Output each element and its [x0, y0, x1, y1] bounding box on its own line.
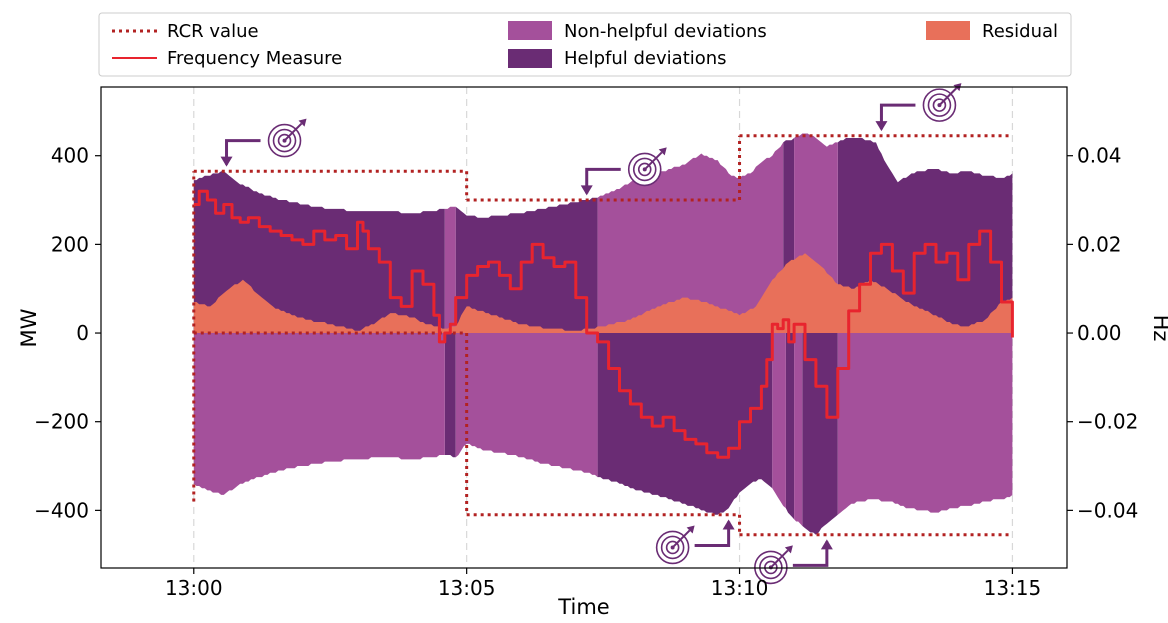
target-dart-fletch — [686, 525, 695, 534]
non-helpful-area-lower-0 — [193, 333, 445, 495]
residual-area-fill — [193, 253, 1013, 333]
y-left-tick-label: 200 — [51, 232, 89, 256]
target-dart — [283, 122, 303, 142]
y-right-tick-label: 0.00 — [1077, 321, 1122, 345]
x-tick-label: 13:10 — [711, 576, 769, 600]
x-tick-label: 13:05 — [438, 576, 496, 600]
rcr-lines — [192, 134, 1013, 537]
legend-label-residual: Residual — [982, 21, 1058, 42]
y-axis-right: 0.04 0.02 0.00 −0.02 −0.04 — [1067, 144, 1138, 522]
target-icon — [655, 525, 695, 565]
y-left-tick-label: 400 — [51, 144, 89, 168]
target-dart-fletch — [298, 118, 307, 127]
non-helpful-area-lower-1 — [455, 333, 598, 478]
plot-frame — [100, 86, 1068, 569]
helpful-area-lower-0 — [444, 333, 456, 458]
y-right-tick-label: 0.02 — [1077, 232, 1122, 256]
frequency-measure-line — [193, 189, 1014, 459]
y-axis-right-label: Hz — [1149, 315, 1168, 342]
deviation-areas — [193, 133, 1013, 535]
legend-label-rcr: RCR value — [167, 21, 259, 42]
legend-box — [98, 12, 1072, 77]
target-dart-fletch — [784, 545, 793, 554]
legend-swatch-residual — [926, 21, 970, 40]
helpful-area-upper-3 — [837, 138, 1013, 333]
legend-swatch-non-helpful — [508, 21, 552, 40]
legend: RCR value Frequency Measure Non-helpful … — [98, 12, 1072, 77]
x-axis: 13:00 13:05 13:10 13:15 — [165, 568, 1041, 600]
target-icon — [922, 83, 962, 122]
annotation-arrowhead — [580, 185, 593, 196]
non-helpful-area-lower-4 — [837, 333, 1013, 515]
target-annotation-1 — [580, 147, 667, 196]
target-dart-fletch — [658, 147, 667, 156]
non-helpful-area-upper-1 — [597, 142, 784, 333]
target-dart — [770, 549, 789, 569]
x-tick-label: 13:15 — [984, 576, 1042, 600]
y-right-tick-label: −0.02 — [1077, 410, 1138, 434]
x-tick-label: 13:00 — [165, 576, 223, 600]
y-left-tick-label: −200 — [34, 410, 89, 434]
y-axis-left-label: MW — [17, 308, 41, 347]
annotation-arrowhead — [820, 539, 833, 550]
helpful-area-lower-2 — [785, 333, 795, 520]
legend-label-helpful: Helpful deviations — [564, 48, 727, 69]
non-helpful-area-lower-3 — [794, 333, 803, 526]
helpful-area-lower-3 — [802, 333, 838, 535]
y-right-tick-label: −0.04 — [1077, 498, 1138, 522]
annotation-arrowhead — [722, 519, 735, 530]
annotation-arrow — [879, 103, 916, 130]
target-icon — [627, 147, 667, 187]
legend-swatch-helpful — [508, 49, 552, 68]
non-helpful-area-lower-2 — [772, 333, 786, 509]
legend-label-non-helpful: Non-helpful deviations — [564, 21, 767, 42]
helpful-area-lower-1 — [597, 333, 773, 515]
target-annotation-3 — [655, 519, 735, 565]
frequency-line — [193, 189, 1014, 459]
y-axis-left: 400 200 0 −200 −400 — [34, 144, 101, 522]
helpful-area-upper-0 — [193, 171, 445, 333]
annotation-arrow — [792, 541, 829, 567]
helpful-area-upper-1 — [455, 197, 598, 333]
target-dart — [644, 151, 663, 171]
annotation-arrowhead — [875, 121, 888, 132]
non-helpful-area-upper-0 — [444, 206, 456, 333]
x-axis-label: Time — [557, 595, 609, 619]
legend-label-frequency: Frequency Measure — [167, 48, 342, 69]
target-annotation-2 — [875, 83, 962, 132]
y-right-tick-label: 0.04 — [1077, 144, 1122, 168]
annotation-arrow — [694, 521, 731, 547]
target-annotation-0 — [220, 118, 307, 167]
target-icon — [267, 118, 307, 158]
target-dart — [938, 87, 958, 106]
annotation-arrow — [585, 167, 621, 194]
residual-area — [193, 253, 1013, 333]
target-dart — [671, 529, 691, 549]
y-left-tick-label: −400 — [34, 498, 89, 522]
y-left-tick-label: 0 — [76, 321, 89, 345]
annotation-arrowhead — [220, 156, 233, 167]
